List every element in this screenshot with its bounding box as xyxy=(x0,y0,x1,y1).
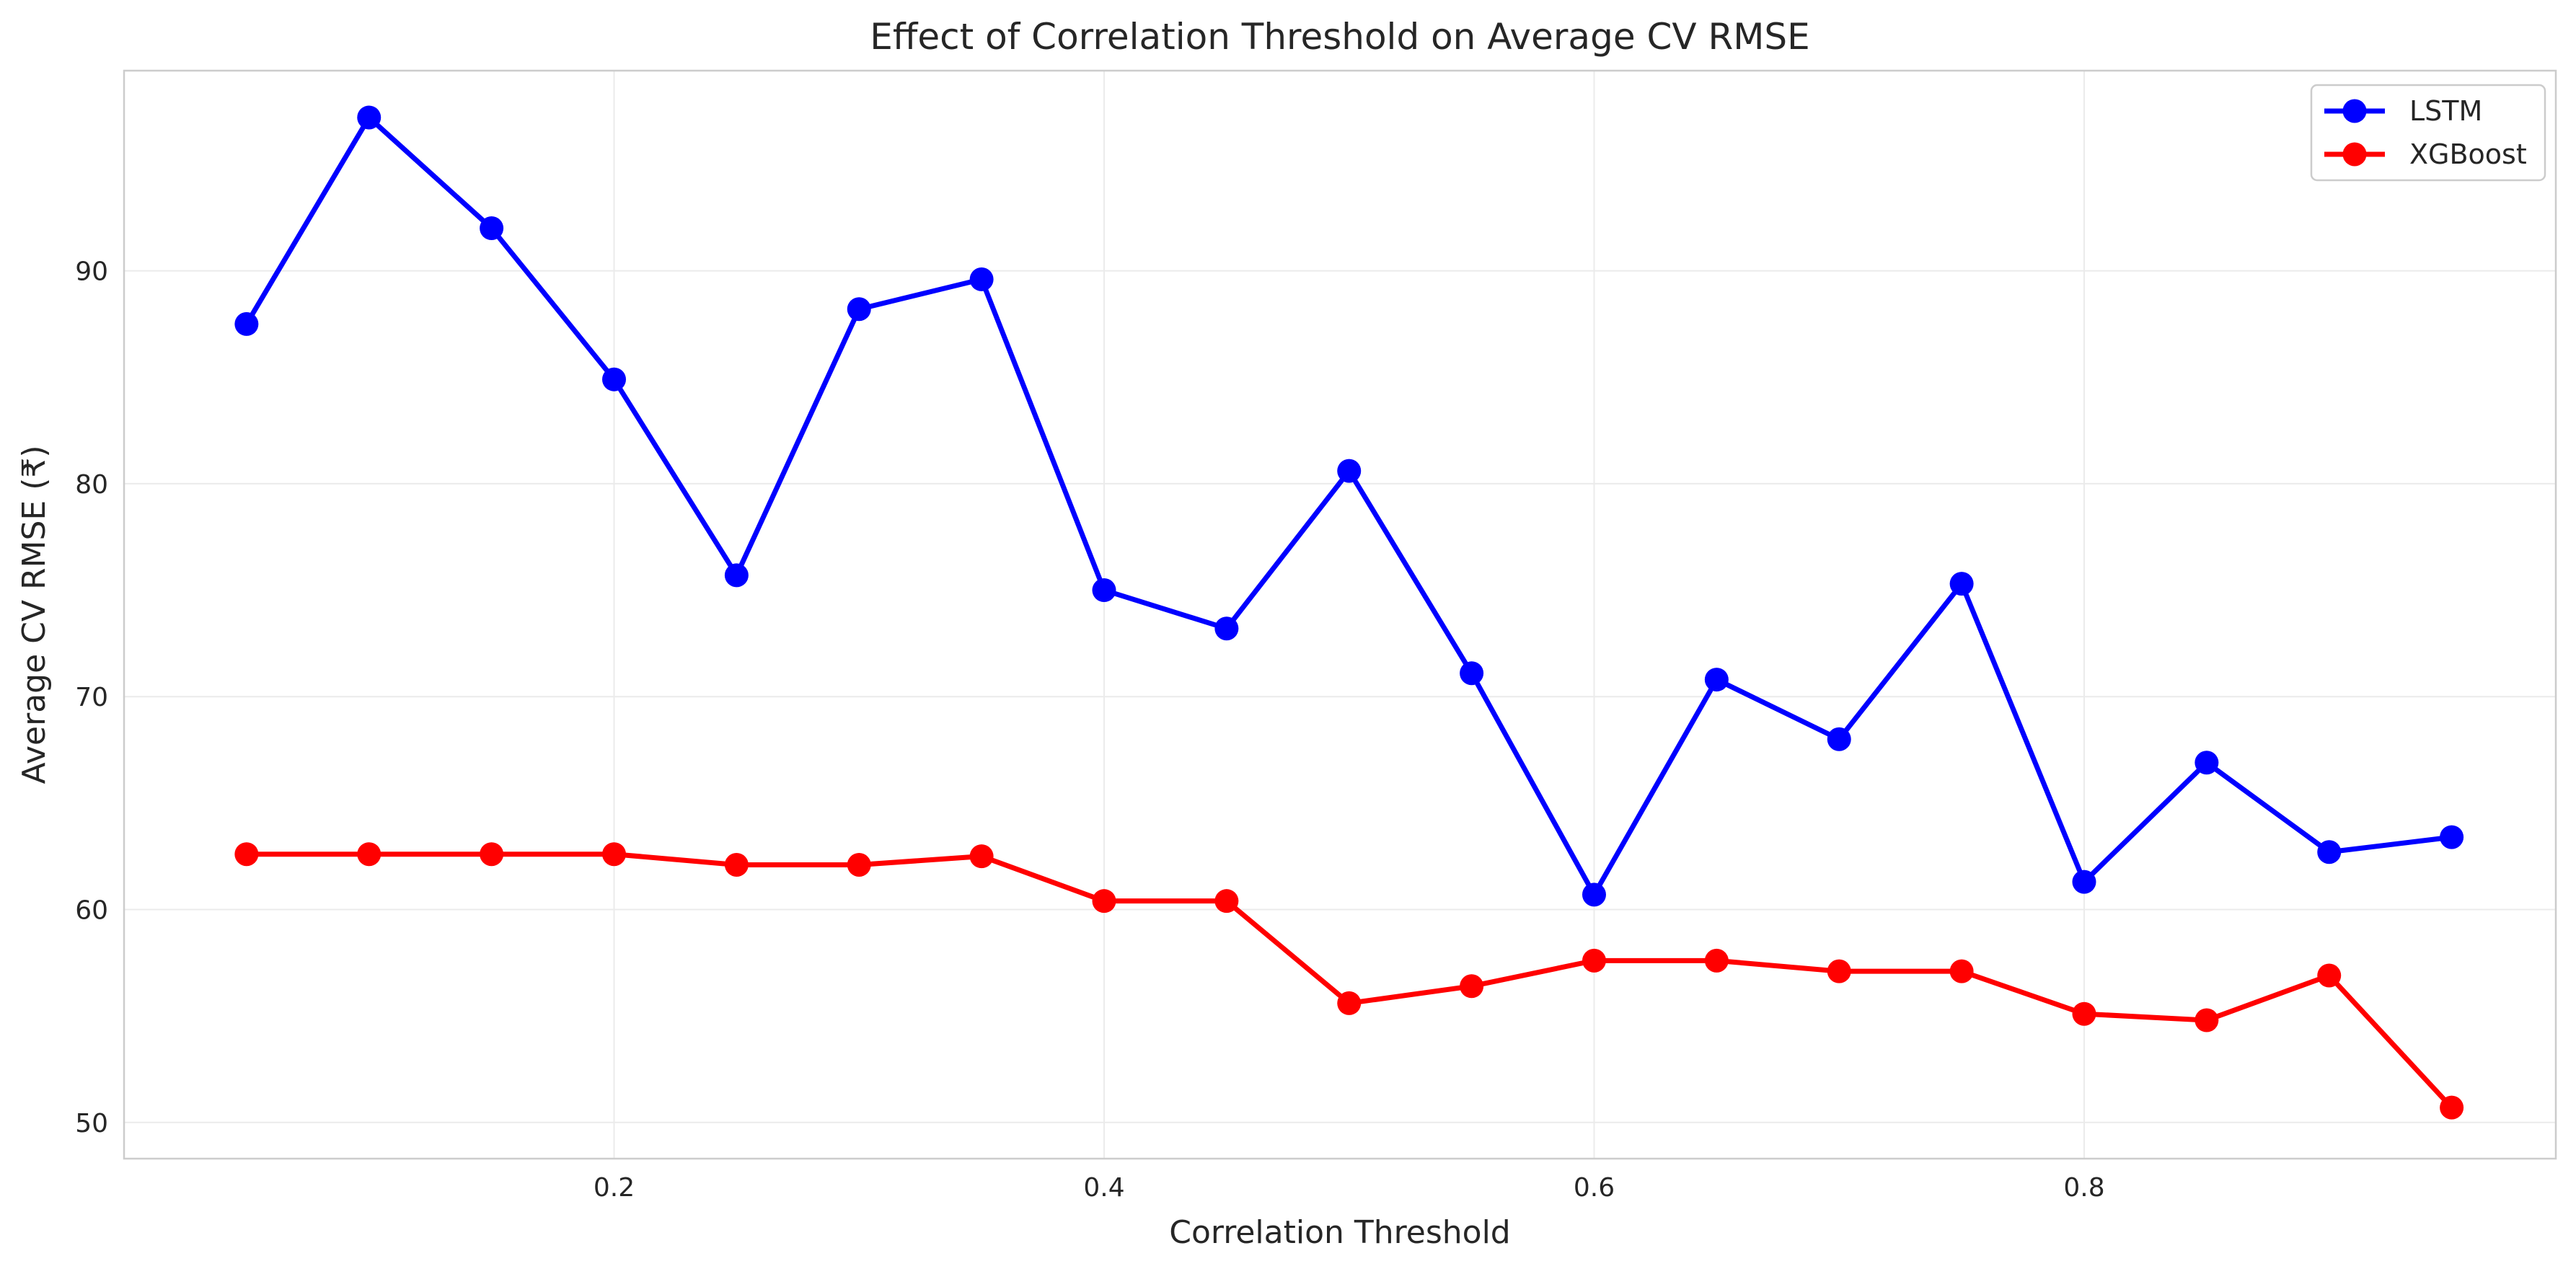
data-point-lstm xyxy=(1704,668,1729,692)
data-point-xgboost xyxy=(2317,963,2342,988)
data-point-xgboost xyxy=(480,842,504,867)
data-point-lstm xyxy=(847,297,871,322)
y-tick-label: 50 xyxy=(75,1109,108,1138)
data-point-xgboost xyxy=(234,842,259,867)
data-point-xgboost xyxy=(724,852,749,877)
data-point-lstm xyxy=(724,563,749,588)
data-point-lstm xyxy=(601,367,626,392)
legend-marker-xgboost xyxy=(2342,142,2367,167)
tick-labels: 0.2 0.4 0.6 0.8 50 60 70 80 90 xyxy=(75,257,2104,1203)
data-point-lstm xyxy=(2195,751,2219,775)
legend-marker-lstm xyxy=(2342,99,2367,123)
data-point-xgboost xyxy=(2195,1008,2219,1032)
legend: LSTM XGBoost xyxy=(2310,84,2546,182)
y-tick-label: 70 xyxy=(75,683,108,712)
x-tick-label: 0.4 xyxy=(1083,1173,1124,1203)
x-axis-label: Correlation Threshold xyxy=(1169,1214,1510,1251)
data-point-lstm xyxy=(969,267,994,291)
data-point-lstm xyxy=(1949,572,1974,596)
data-point-lstm xyxy=(1827,727,1851,751)
x-tick-label: 0.6 xyxy=(1574,1173,1615,1203)
data-point-lstm xyxy=(2072,870,2096,894)
y-tick-label: 90 xyxy=(75,257,108,287)
data-point-xgboost xyxy=(1214,889,1239,914)
y-axis-label: Average CV RMSE (₹) xyxy=(16,445,53,784)
data-point-xgboost xyxy=(601,842,626,867)
legend-label-lstm: LSTM xyxy=(2409,95,2482,127)
data-point-lstm xyxy=(2440,825,2464,849)
data-point-xgboost xyxy=(1704,948,1729,973)
data-point-xgboost xyxy=(357,842,381,867)
data-point-xgboost xyxy=(2440,1095,2464,1120)
data-point-lstm xyxy=(357,105,381,130)
x-tick-label: 0.8 xyxy=(2063,1173,2104,1203)
data-point-xgboost xyxy=(1949,959,1974,983)
data-point-lstm xyxy=(480,216,504,241)
data-point-xgboost xyxy=(1092,889,1116,914)
chart-title: Effect of Correlation Threshold on Avera… xyxy=(870,16,1809,58)
data-point-xgboost xyxy=(969,844,994,869)
data-point-lstm xyxy=(1214,616,1239,641)
y-tick-label: 60 xyxy=(75,895,108,925)
data-point-xgboost xyxy=(2072,1001,2096,1026)
x-tick-label: 0.2 xyxy=(594,1173,635,1203)
data-point-lstm xyxy=(234,311,259,336)
data-point-lstm xyxy=(1460,661,1484,686)
grid-lines xyxy=(124,71,2556,1159)
data-point-lstm xyxy=(2317,840,2342,864)
data-point-xgboost xyxy=(1827,959,1851,983)
data-point-xgboost xyxy=(847,852,871,877)
series-xgboost xyxy=(234,842,2464,1120)
data-point-xgboost xyxy=(1582,948,1606,973)
series-lstm xyxy=(234,105,2464,907)
legend-label-xgboost: XGBoost xyxy=(2409,138,2527,170)
data-point-xgboost xyxy=(1337,991,1362,1015)
data-point-lstm xyxy=(1582,882,1606,907)
data-point-lstm xyxy=(1337,459,1362,483)
y-tick-label: 80 xyxy=(75,470,108,500)
data-point-lstm xyxy=(1092,578,1116,603)
plot-frame xyxy=(123,69,2557,1160)
data-point-xgboost xyxy=(1460,974,1484,999)
series-layer xyxy=(234,105,2464,1120)
